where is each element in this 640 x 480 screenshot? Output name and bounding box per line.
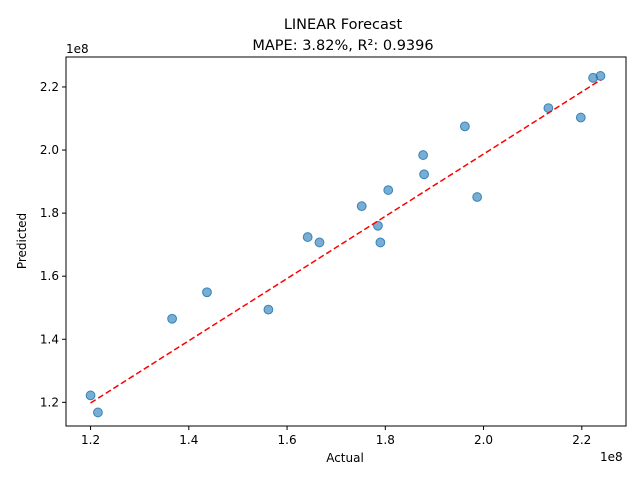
y-tick-label: 1.6 bbox=[40, 269, 59, 283]
x-tick-label: 1.2 bbox=[81, 433, 100, 447]
fit-line bbox=[90, 79, 601, 404]
data-point bbox=[202, 287, 212, 298]
x-tick-label: 2.2 bbox=[572, 433, 591, 447]
y-tick-label: 2.0 bbox=[40, 143, 59, 157]
plot-frame bbox=[65, 56, 627, 427]
data-point bbox=[375, 237, 386, 248]
x-tick-label: 1.4 bbox=[179, 433, 198, 447]
data-point bbox=[459, 121, 470, 132]
data-point bbox=[314, 237, 325, 248]
x-axis-label: Actual bbox=[326, 451, 364, 465]
data-point bbox=[575, 112, 586, 123]
data-point bbox=[93, 407, 103, 418]
data-point bbox=[472, 192, 483, 202]
data-point bbox=[263, 304, 274, 315]
data-point bbox=[356, 201, 367, 212]
x-offset-label: 1e8 bbox=[600, 450, 623, 464]
y-tick-label: 1.8 bbox=[40, 206, 59, 220]
x-tick-label: 1.6 bbox=[278, 433, 297, 447]
data-point bbox=[302, 232, 313, 242]
x-axis-ticks: 1.2 1.4 1.6 1.8 2.0 2.2 bbox=[81, 426, 591, 447]
y-tick-label: 1.4 bbox=[40, 332, 59, 346]
data-point bbox=[373, 220, 383, 231]
x-tick-label: 1.8 bbox=[376, 433, 395, 447]
y-tick-label: 2.2 bbox=[40, 80, 59, 94]
plot-area bbox=[85, 71, 606, 418]
chart-subtitle: MAPE: 3.82%, R²: 0.9396 bbox=[252, 38, 433, 54]
data-point bbox=[418, 150, 429, 160]
data-point bbox=[419, 169, 430, 180]
x-tick-label: 2.0 bbox=[474, 433, 493, 447]
data-point bbox=[383, 185, 394, 195]
y-axis-label: Predicted bbox=[15, 213, 29, 269]
y-axis-ticks: 1.2 1.4 1.6 1.8 2.0 2.2 bbox=[40, 80, 66, 409]
data-point bbox=[85, 390, 96, 401]
data-point bbox=[167, 313, 178, 324]
y-tick-label: 1.2 bbox=[40, 395, 59, 409]
y-offset-label: 1e8 bbox=[66, 42, 89, 56]
data-point bbox=[595, 71, 606, 81]
chart-title: LINEAR Forecast bbox=[284, 17, 403, 33]
